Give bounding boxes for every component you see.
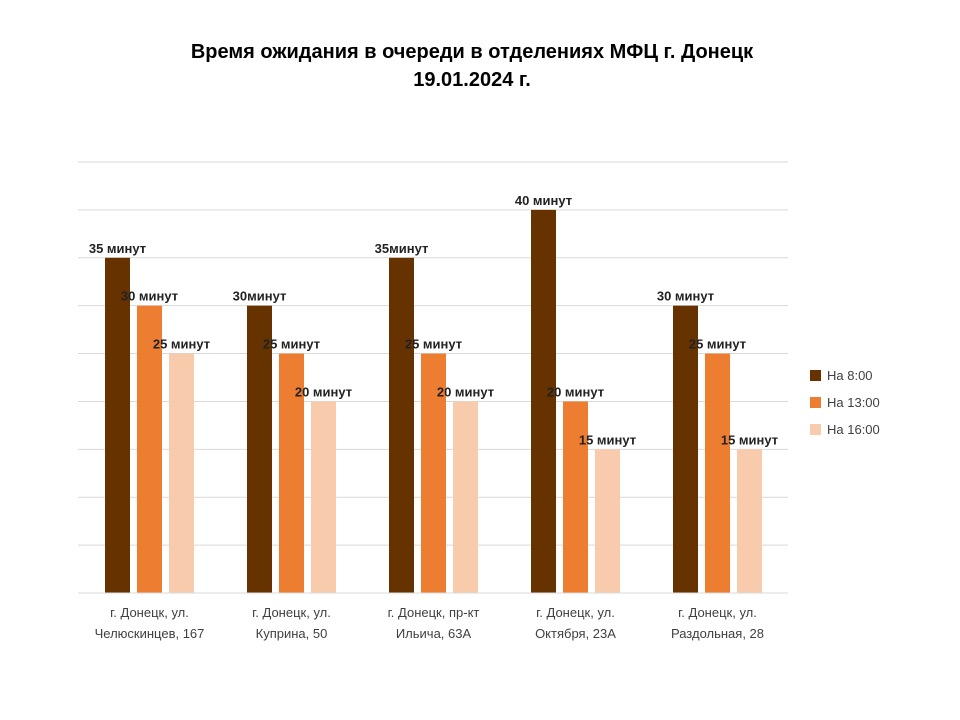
data-label: 25 минут: [153, 337, 210, 352]
x-tick-label: г. Донецк, ул. Октября, 23А: [535, 605, 616, 641]
chart-title-line-2: 19.01.2024 г.: [413, 69, 531, 91]
x-tick-label-line: Челюскинцев, 167: [95, 626, 205, 641]
x-tick-label: г. Донецк, ул. Куприна, 50: [252, 605, 331, 641]
bar-3-2: [311, 401, 336, 593]
x-tick-label-line: г. Донецк, ул.: [252, 605, 331, 620]
data-label: 30минут: [233, 289, 287, 304]
legend-label: На 16:00: [827, 422, 880, 437]
data-label: 35 минут: [89, 241, 146, 256]
x-tick-label: г. Донецк, ул. Челюскинцев, 167: [95, 605, 205, 641]
bar-1-1: [105, 257, 130, 593]
legend-label: На 13:00: [827, 395, 880, 410]
x-tick-label-line: г. Донецк, ул.: [536, 605, 615, 620]
bar-1-3: [389, 257, 414, 593]
x-tick-label-line: Октября, 23А: [535, 626, 616, 641]
chart-title-line-1: Время ожидания в очереди в отделениях МФ…: [190, 41, 754, 63]
bar-1-5: [673, 305, 698, 593]
data-label: 25 минут: [689, 337, 746, 352]
legend-swatch: [810, 370, 821, 381]
bars: [105, 209, 762, 593]
legend-swatch: [810, 397, 821, 408]
x-tick-label: г. Донецк, ул. Раздольная, 28: [671, 605, 764, 641]
legend: На 8:00 На 13:00 На 16:00: [810, 368, 880, 437]
data-labels: 35 минут 30минут 35минут 40 минут 30 минут 30…: [89, 193, 778, 447]
chart-title: Время ожидания в очереди в отделениях МФ…: [0, 38, 944, 94]
x-tick-label-line: Раздольная, 28: [671, 626, 764, 641]
x-tick-label-line: г. Донецк, пр-кт: [388, 605, 480, 620]
data-label: 25 минут: [263, 337, 320, 352]
x-tick-label-line: г. Донецк, ул.: [110, 605, 189, 620]
bar-2-2: [279, 353, 304, 593]
data-label: 15 минут: [579, 432, 636, 447]
data-label: 25 минут: [405, 337, 462, 352]
bar-2-1: [137, 305, 162, 593]
bar-3-1: [169, 353, 194, 593]
bar-3-4: [595, 449, 620, 593]
x-tick-label: г. Донецк, пр-кт Ильича, 63А: [388, 605, 480, 641]
data-label: 20 минут: [295, 384, 352, 399]
data-label: 30 минут: [657, 289, 714, 304]
data-label: 40 минут: [515, 193, 572, 208]
bar-2-3: [421, 353, 446, 593]
x-tick-label-line: Куприна, 50: [256, 626, 328, 641]
data-label: 35минут: [375, 241, 429, 256]
data-label: 20 минут: [437, 384, 494, 399]
data-label: 20 минут: [547, 384, 604, 399]
data-label: 30 минут: [121, 289, 178, 304]
bar-1-4: [531, 209, 556, 593]
bar-2-4: [563, 401, 588, 593]
x-tick-label-line: Ильича, 63А: [396, 626, 472, 641]
bar-1-2: [247, 305, 272, 593]
legend-label: На 8:00: [827, 368, 873, 383]
bar-3-3: [453, 401, 478, 593]
legend-swatch: [810, 424, 821, 435]
bar-2-5: [705, 353, 730, 593]
gridlines: [78, 161, 788, 594]
x-tick-label-line: г. Донецк, ул.: [678, 605, 757, 620]
bar-3-5: [737, 449, 762, 593]
data-label: 15 минут: [721, 432, 778, 447]
